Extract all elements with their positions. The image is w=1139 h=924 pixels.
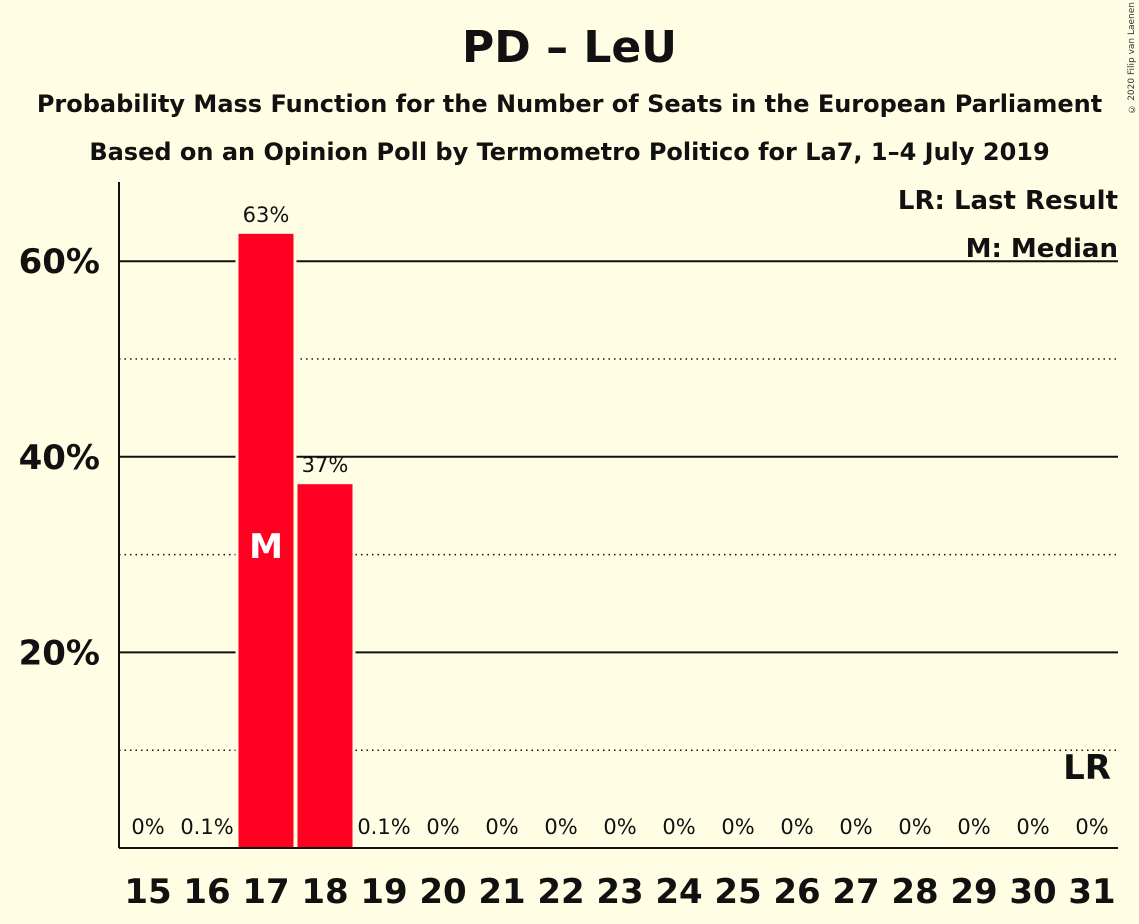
median-marker: M [249,527,283,567]
data-label: 0.1% [180,815,233,839]
x-tick-label: 19 [360,872,407,912]
y-tick-label: 60% [19,242,100,282]
chart-subtitle: Probability Mass Function for the Number… [36,90,1103,118]
data-label: 37% [302,453,349,477]
x-tick-label: 24 [655,872,702,912]
y-tick-label: 20% [19,633,100,673]
data-label: 0% [721,815,754,839]
x-tick-label: 29 [950,872,997,912]
x-tick-label: 18 [301,872,348,912]
x-tick-label: 15 [124,872,171,912]
data-label: 0.1% [357,815,410,839]
bars [235,230,356,849]
data-label: 0% [426,815,459,839]
x-tick-label: 16 [183,872,230,912]
data-label: 0% [131,815,164,839]
x-tick-label: 17 [242,872,289,912]
data-label: 0% [780,815,813,839]
data-label: 0% [662,815,695,839]
bar-18 [297,484,353,848]
data-label: 0% [839,815,872,839]
x-tick-label: 20 [419,872,466,912]
x-tick-label: 31 [1068,872,1115,912]
x-tick-label: 26 [773,872,820,912]
x-tick-label: 25 [714,872,761,912]
x-tick-label: 22 [537,872,584,912]
x-tick-label: 28 [891,872,938,912]
data-label: 0% [603,815,636,839]
x-tick-label: 30 [1009,872,1056,912]
data-label: 0% [1075,815,1108,839]
chart-source-subtitle: Based on an Opinion Poll by Termometro P… [89,138,1050,166]
data-label: 63% [243,203,290,227]
legend-last-result: LR: Last Result [898,186,1118,216]
x-tick-label: 21 [478,872,525,912]
data-label: 0% [544,815,577,839]
legend-median: M: Median [966,234,1118,264]
data-label: 0% [1016,815,1049,839]
bar-17 [238,233,294,849]
data-label: 0% [485,815,518,839]
axes: 20% 40% 60% 15 16 17 18 19 20 21 22 23 24 25 26 27 28 29 3… [19,182,1118,912]
y-tick-label: 40% [19,438,100,478]
x-tick-label: 27 [832,872,879,912]
data-label: 0% [957,815,990,839]
x-tick-label: 23 [596,872,643,912]
last-result-marker: LR [1063,748,1111,788]
data-label: 0% [898,815,931,839]
data-labels: 0% 0.1% 63% M 37% 0.1% 0% 0% 0% 0% 0% 0% 0% 0% 0% 0% 0% 0… [131,203,1111,839]
chart-title: PD – LeU [461,22,677,73]
